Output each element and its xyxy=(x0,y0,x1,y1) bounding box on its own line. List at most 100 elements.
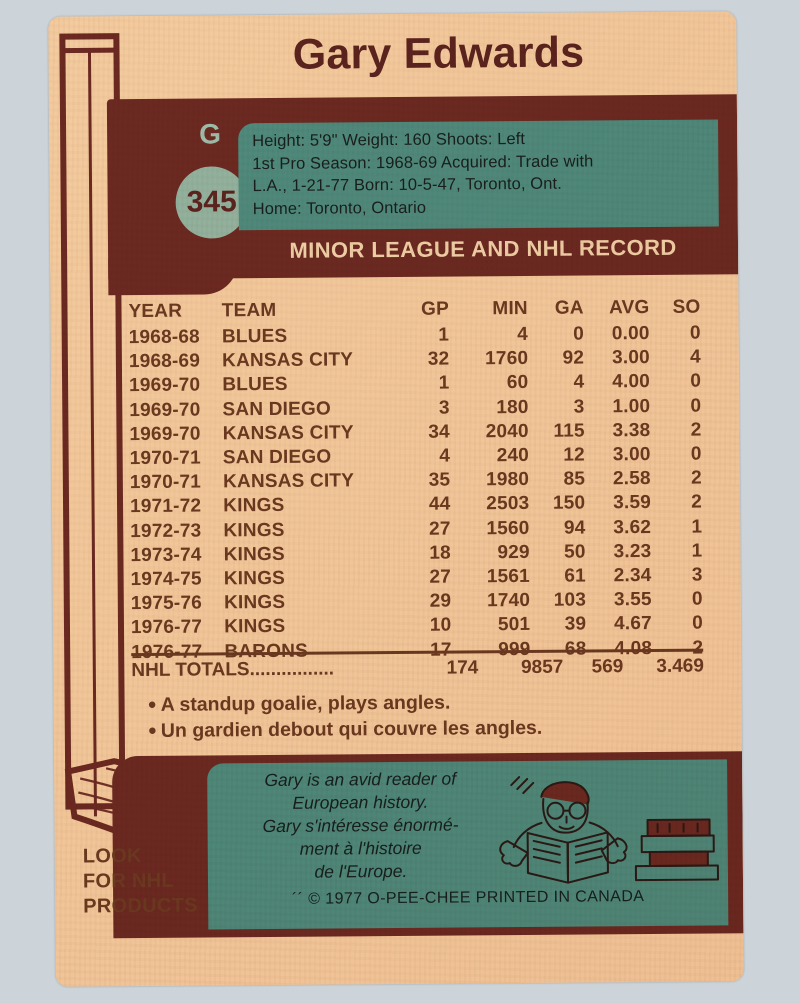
cell-min: 929 xyxy=(497,541,530,564)
cell-team: KANSAS CITY xyxy=(222,470,355,493)
cell-ga: 94 xyxy=(563,517,586,539)
cell-avg: 3.23 xyxy=(613,540,652,563)
cell-so: 2 xyxy=(690,419,702,441)
cell-so: 0 xyxy=(690,395,702,417)
stats-section: YEAR TEAM GP MIN GA AVG SO 1968-68 BLUES 1… xyxy=(108,274,742,749)
cell-team: SAN DIEGO xyxy=(222,398,332,420)
cell-team: KINGS xyxy=(223,543,285,566)
cell-year: 1969-70 xyxy=(129,374,201,397)
page-title: Gary Edwards xyxy=(292,28,585,79)
cell-year: 1968-68 xyxy=(128,326,200,349)
bullet-dot-icon: ● xyxy=(147,695,157,713)
cell-ga: 115 xyxy=(553,420,585,442)
cartoon-panel-frame: Gary is an avid reader of European histo… xyxy=(112,751,744,939)
cell-min: 180 xyxy=(496,396,529,418)
cell-avg: 3.55 xyxy=(613,589,652,611)
reading-cartoon-icon xyxy=(499,776,719,884)
cartoon-panel: Gary is an avid reader of European histo… xyxy=(207,759,729,930)
position-label: G xyxy=(199,118,222,150)
cell-gp: 1 xyxy=(438,372,450,395)
cell-avg: 1.00 xyxy=(612,395,651,417)
totals-avg: 3.46 xyxy=(656,655,694,677)
cell-avg: 2.34 xyxy=(613,565,652,587)
totals-gp: 174 xyxy=(446,657,479,679)
totals-so: 9 xyxy=(693,655,704,677)
highlight-french: ● Un gardien debout qui couvre les angles… xyxy=(148,714,708,744)
col-team: TEAM xyxy=(221,299,277,322)
cell-year: 1969-70 xyxy=(129,423,201,445)
cell-min: 1561 xyxy=(486,565,530,588)
cell-avg: 3.62 xyxy=(613,516,652,538)
cell-team: BLUES xyxy=(221,325,288,348)
trivia-en-1: Gary is an avid reader of xyxy=(264,768,457,791)
cell-year: 1970-71 xyxy=(129,447,201,470)
cell-so: 0 xyxy=(689,322,701,344)
cell-gp: 18 xyxy=(429,542,451,564)
cell-gp: 34 xyxy=(428,421,450,443)
trivia-fr-2: ment à l'histoire xyxy=(299,837,422,859)
record-table: YEAR TEAM GP MIN GA AVG SO 1968-68 BLUES 1… xyxy=(128,297,703,665)
cell-min: 4 xyxy=(517,323,529,346)
cell-gp: 27 xyxy=(429,518,451,540)
cell-year: 1971-72 xyxy=(129,495,202,518)
cell-avg: 3.38 xyxy=(612,419,651,442)
cell-team: KINGS xyxy=(223,519,285,541)
header-band: G 345 Height: 5'9" Weight: 160 Shoots: L… xyxy=(106,94,739,296)
highlight-french-text: Un gardien debout qui couvre les angles. xyxy=(160,716,543,742)
cell-gp: 29 xyxy=(429,590,452,612)
cell-min: 501 xyxy=(497,614,531,636)
cell-gp: 35 xyxy=(428,469,451,491)
cell-so: 4 xyxy=(690,346,701,368)
cell-so: 0 xyxy=(691,588,703,610)
cell-ga: 0 xyxy=(573,323,585,345)
cell-year: 1970-71 xyxy=(129,471,202,494)
hockey-card-back: Gary Edwards G 345 Height: 5'9" Weight: … xyxy=(48,11,744,987)
cell-year: 1974-75 xyxy=(130,568,202,591)
bio-panel: Height: 5'9" Weight: 160 Shoots: Left 1s… xyxy=(238,119,719,231)
cell-ga: 85 xyxy=(563,468,586,490)
totals-min: 9857 xyxy=(520,656,564,679)
col-year: YEAR xyxy=(128,300,183,323)
cell-min: 1980 xyxy=(485,469,530,491)
cell-year: 1972-73 xyxy=(130,520,202,542)
cell-ga: 61 xyxy=(564,565,586,587)
cell-year: 1968-69 xyxy=(128,350,201,373)
totals-ga: 569 xyxy=(591,656,624,678)
record-table-body: 1968-68 BLUES 1 4 0 0.00 0 1968-69 KANSAS CITY 32… xyxy=(129,322,704,665)
cell-min: 1560 xyxy=(486,517,530,539)
col-gp: GP xyxy=(420,298,450,320)
nhl-totals-row: NHL TOTALS................ 174 9857 569 … xyxy=(131,654,704,684)
cell-avg: 3.59 xyxy=(613,492,652,514)
trivia-fr-1: Gary s'intéresse énormé- xyxy=(262,814,459,837)
cell-ga: 50 xyxy=(564,541,586,563)
cell-ga: 4 xyxy=(573,371,585,394)
cell-year: 1973-74 xyxy=(130,544,202,566)
cell-ga: 12 xyxy=(563,444,585,466)
look-for-line-3: PRODUCTS xyxy=(83,894,198,918)
highlights-list: ● A standup goalie, plays angles. ● Un gar… xyxy=(148,688,708,744)
cell-gp: 44 xyxy=(428,493,451,516)
col-avg: AVG xyxy=(608,297,650,319)
cell-year: 1976-77 xyxy=(130,616,203,639)
cell-year: 1975-76 xyxy=(130,592,203,615)
look-for-line-1: LOOK xyxy=(82,845,142,868)
card-number-badge: 345 xyxy=(175,166,248,239)
cell-avg: 0.00 xyxy=(611,323,650,345)
cell-avg: 2.58 xyxy=(612,468,651,490)
cell-min: 2040 xyxy=(485,420,529,443)
cell-ga: 103 xyxy=(553,589,587,611)
look-for-nhl-products: LOOK FOR NHL PRODUCTS xyxy=(83,843,254,919)
cell-so: 1 xyxy=(691,540,703,562)
col-min: MIN xyxy=(492,297,528,320)
trivia-fr-3: de l'Europe. xyxy=(314,860,408,882)
cell-team: BLUES xyxy=(222,374,288,396)
cell-ga: 150 xyxy=(552,492,586,515)
cell-ga: 92 xyxy=(562,347,585,369)
cell-so: 1 xyxy=(691,516,703,538)
look-for-line-2: FOR NHL xyxy=(82,869,175,893)
cell-so: 0 xyxy=(690,443,702,465)
copyright-line: ´´ © 1977 O-PEE-CHEE PRINTED IN CANADA xyxy=(291,888,645,908)
cell-so: 3 xyxy=(691,564,703,586)
cell-team: KANSAS CITY xyxy=(222,422,354,445)
cell-avg: 3.00 xyxy=(612,444,651,466)
